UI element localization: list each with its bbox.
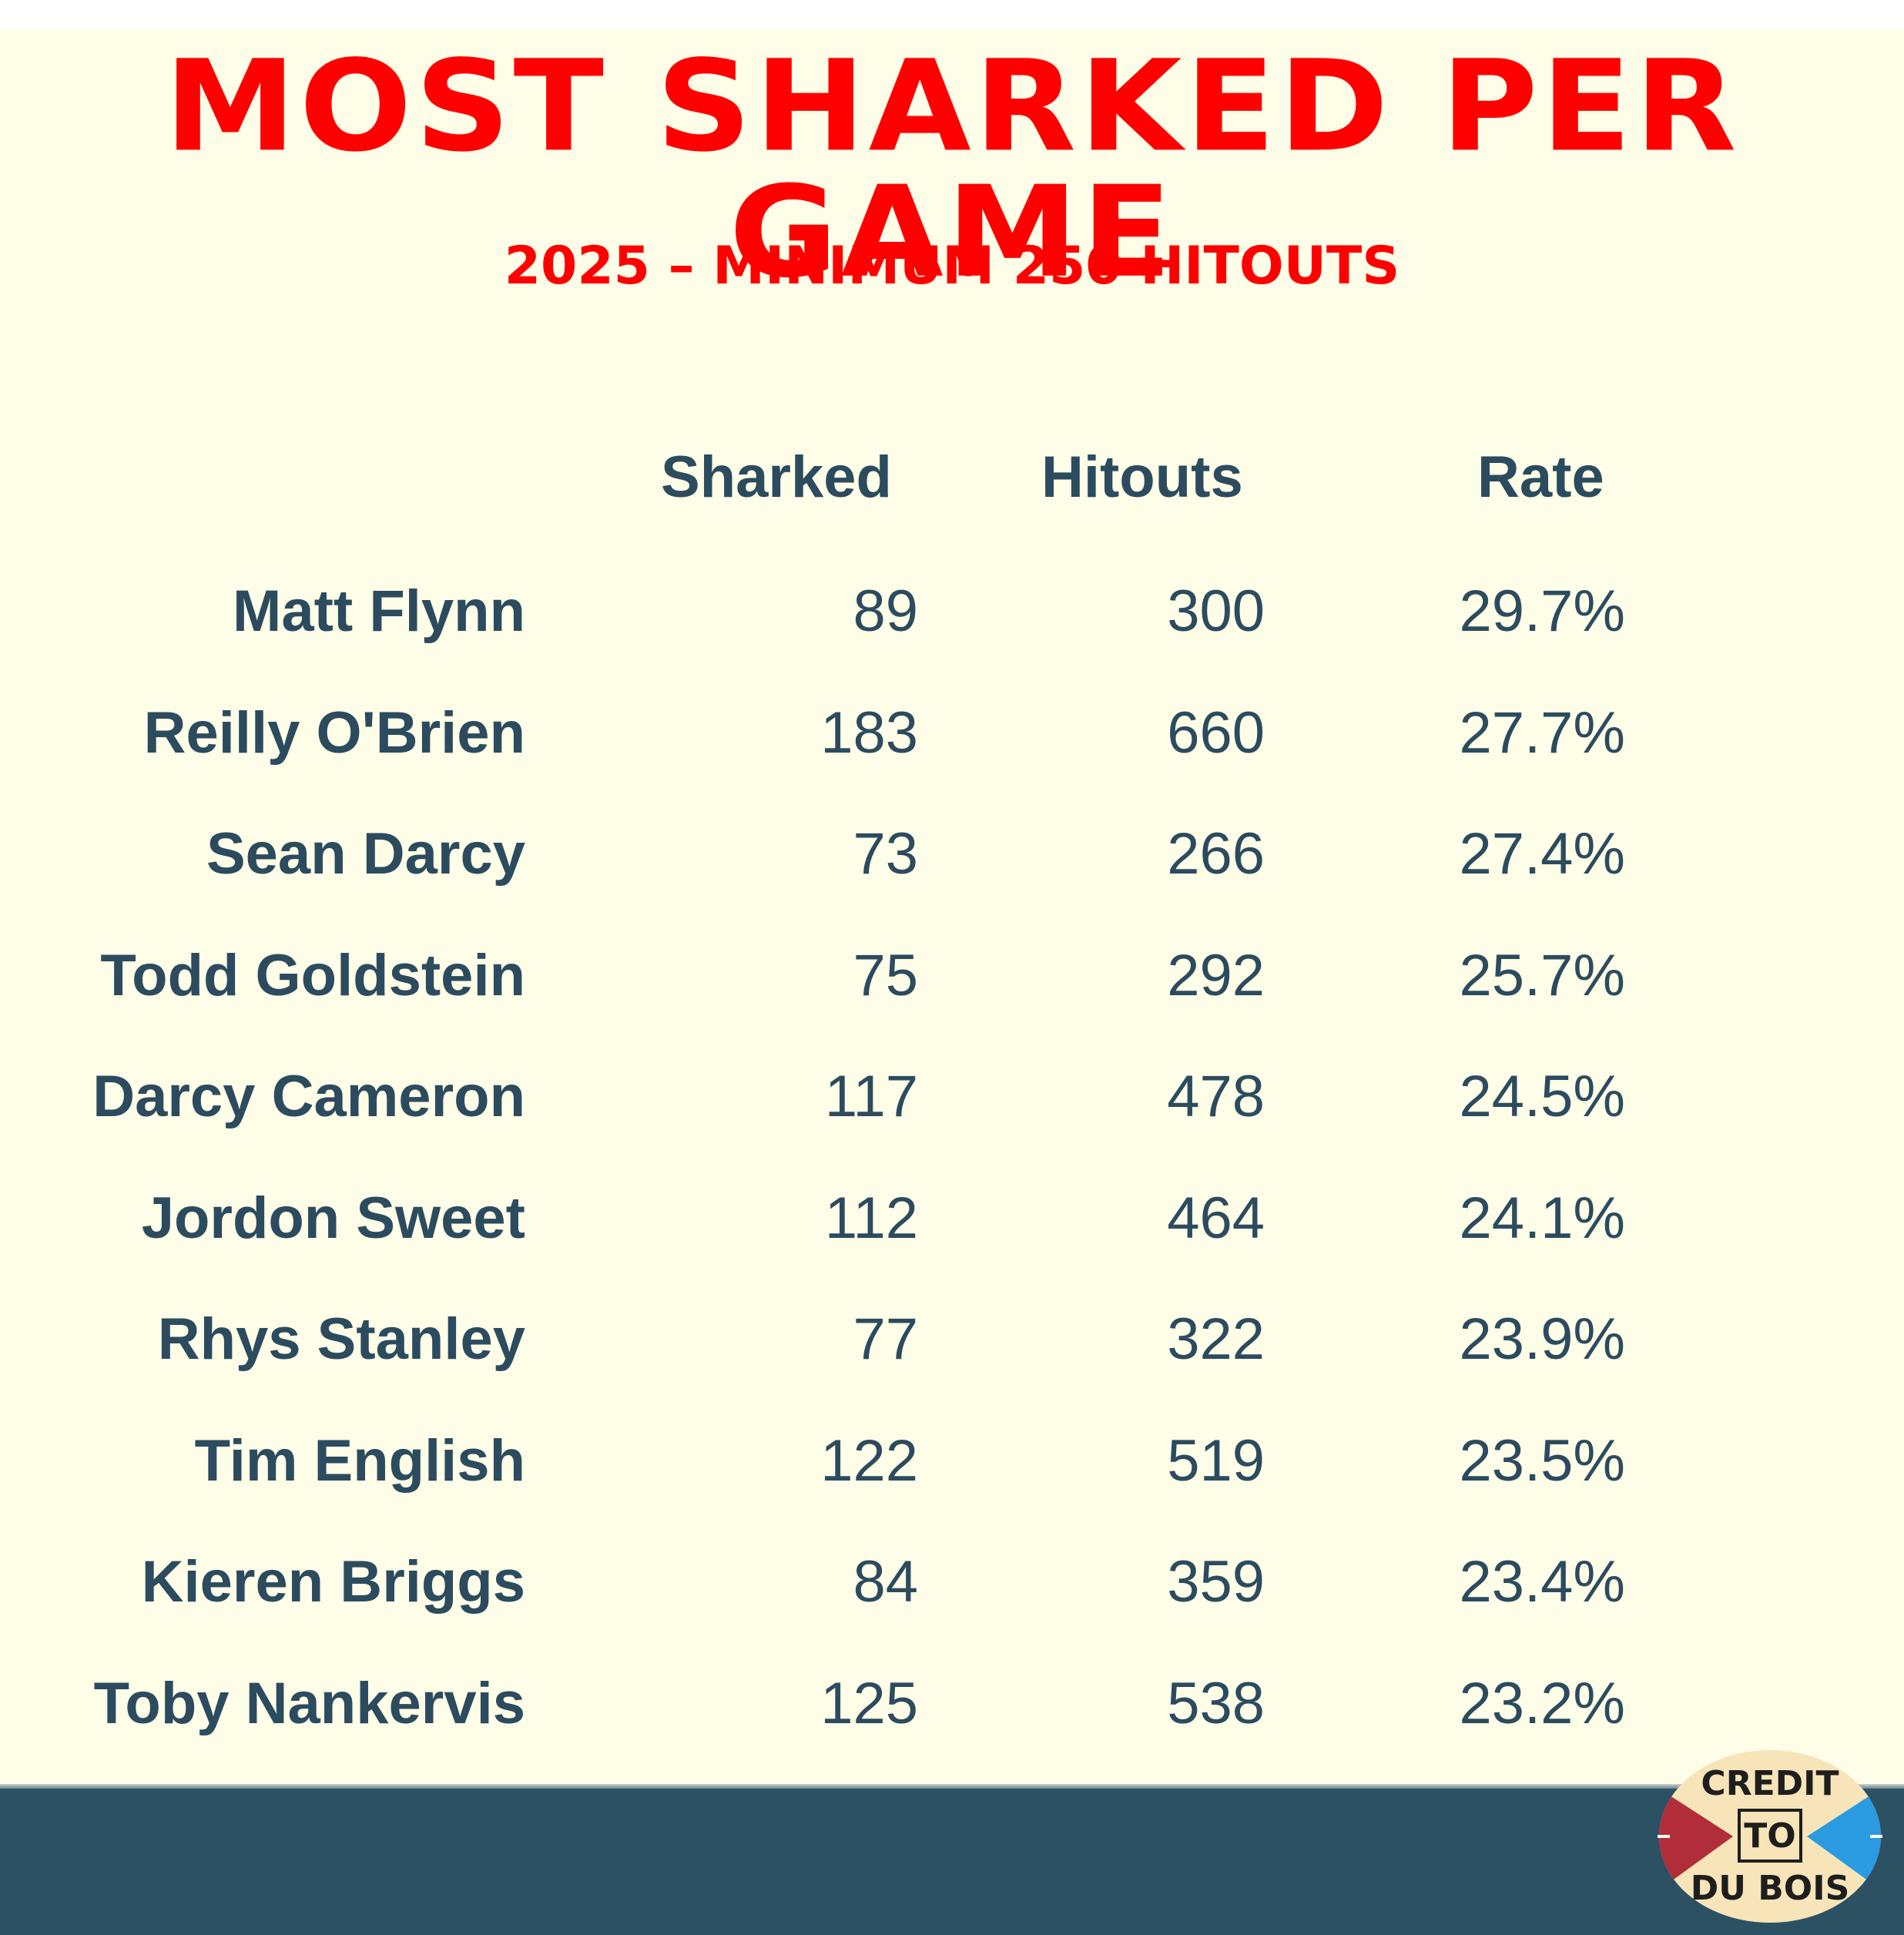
sharked-value: 117 bbox=[824, 1064, 918, 1129]
player-name: Rhys Stanley bbox=[157, 1306, 525, 1372]
chart-subtitle: 2025 – MINIMUM 250 HITOUTS bbox=[504, 236, 1400, 297]
sharked-value: 73 bbox=[853, 821, 918, 887]
column-header-hitouts: Hitouts bbox=[1041, 444, 1243, 510]
player-name: Reilly O'Brien bbox=[143, 700, 525, 766]
hitouts-value: 300 bbox=[1167, 578, 1265, 644]
rate-value: 27.4% bbox=[1459, 821, 1626, 887]
player-name: Todd Goldstein bbox=[100, 943, 525, 1008]
hitouts-value: 478 bbox=[1167, 1064, 1265, 1129]
rate-value: 23.4% bbox=[1459, 1549, 1626, 1615]
hitouts-value: 519 bbox=[1167, 1428, 1265, 1494]
sharked-value: 75 bbox=[853, 943, 918, 1008]
rate-value: 24.1% bbox=[1459, 1185, 1626, 1251]
logo-text-line2: TO bbox=[1744, 1816, 1795, 1856]
sharked-value: 125 bbox=[820, 1671, 918, 1736]
rate-value: 27.7% bbox=[1459, 700, 1626, 766]
hitouts-value: 266 bbox=[1167, 821, 1265, 887]
rate-value: 23.2% bbox=[1459, 1671, 1626, 1736]
logo-text-line3: DU BOIS bbox=[1691, 1869, 1850, 1908]
hitouts-value: 660 bbox=[1167, 700, 1265, 766]
player-name: Matt Flynn bbox=[233, 578, 525, 644]
logo-text-line1: CREDIT bbox=[1701, 1764, 1839, 1803]
logo-red-section bbox=[1659, 1786, 1733, 1893]
logo-center-box bbox=[1738, 1809, 1802, 1863]
player-name: Darcy Cameron bbox=[92, 1064, 525, 1129]
hitouts-value: 538 bbox=[1167, 1671, 1265, 1736]
hitouts-value: 322 bbox=[1167, 1306, 1265, 1372]
hitouts-value: 292 bbox=[1167, 943, 1265, 1008]
player-name: Kieren Briggs bbox=[141, 1549, 525, 1615]
sharked-value: 183 bbox=[820, 700, 918, 766]
credit-to-du-bois-logo: CREDIT TO DU BOIS bbox=[1658, 1750, 1882, 1923]
sharked-value: 84 bbox=[853, 1549, 918, 1615]
rate-value: 29.7% bbox=[1459, 578, 1626, 644]
rate-value: 23.5% bbox=[1459, 1428, 1626, 1494]
chart-canvas bbox=[0, 29, 1904, 1935]
footer-bar bbox=[0, 1789, 1904, 1935]
sharked-value: 112 bbox=[824, 1185, 918, 1251]
rate-value: 25.7% bbox=[1459, 943, 1626, 1008]
sharked-value: 122 bbox=[820, 1428, 918, 1494]
player-name: Sean Darcy bbox=[206, 821, 525, 887]
hitouts-value: 359 bbox=[1167, 1549, 1265, 1615]
hitouts-value: 464 bbox=[1167, 1185, 1265, 1251]
column-header-sharked: Sharked bbox=[661, 444, 892, 510]
sharked-value: 89 bbox=[853, 578, 918, 644]
rate-value: 23.9% bbox=[1459, 1306, 1626, 1372]
chart-title: MOST SHARKED PER GAME bbox=[164, 32, 1740, 306]
column-header-rate: Rate bbox=[1477, 444, 1604, 510]
rate-value: 24.5% bbox=[1459, 1064, 1626, 1129]
player-name: Toby Nankervis bbox=[93, 1671, 525, 1736]
player-name: Jordon Sweet bbox=[141, 1185, 525, 1251]
sharked-value: 77 bbox=[853, 1306, 918, 1372]
player-name: Tim English bbox=[194, 1428, 525, 1494]
footer-shadow bbox=[0, 1784, 1904, 1792]
logo-blue-section bbox=[1807, 1786, 1881, 1893]
